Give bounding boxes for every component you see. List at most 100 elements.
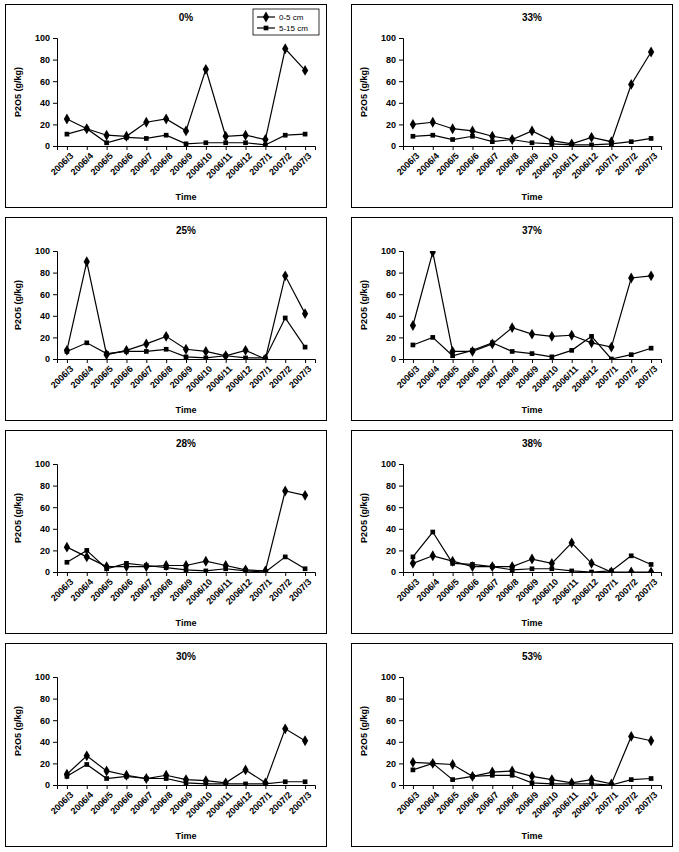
x-tick-mark <box>472 146 473 150</box>
y-tick: 40 <box>40 98 57 108</box>
marker <box>411 768 416 773</box>
y-tick: 60 <box>386 290 403 300</box>
marker <box>184 141 189 146</box>
y-axis: 020406080100 <box>381 459 404 577</box>
x-axis-title: Time <box>176 831 197 841</box>
marker <box>609 357 614 359</box>
marker <box>509 561 515 572</box>
marker <box>283 779 288 784</box>
x-tick-mark <box>492 359 493 363</box>
y-tick: 80 <box>386 694 403 704</box>
marker <box>143 338 149 349</box>
marker <box>303 779 308 784</box>
y-tick: 100 <box>381 246 403 256</box>
y-tick: 20 <box>386 546 403 556</box>
marker <box>449 123 455 134</box>
x-tick-mark <box>186 572 187 576</box>
marker <box>490 564 495 569</box>
x-tick: 2006/12 <box>570 572 600 607</box>
marker <box>430 335 435 340</box>
y-tick-label: 40 <box>386 98 396 108</box>
marker <box>65 774 70 779</box>
marker <box>629 777 634 782</box>
marker <box>123 345 129 356</box>
y-tick-mark <box>399 572 403 573</box>
y-tick: 0 <box>391 780 403 790</box>
y-tick-label: 20 <box>40 546 50 556</box>
plot: 0204060801002006/32006/42006/52006/62006… <box>35 672 316 819</box>
plot: 0204060801002006/32006/42006/52006/62006… <box>381 459 662 606</box>
y-axis-title: P2O5 (g/kg) <box>359 493 369 543</box>
y-tick: 0 <box>45 780 57 790</box>
marker <box>608 136 614 146</box>
legend: 0-5 cm5-15 cm <box>253 9 319 35</box>
marker <box>529 554 535 565</box>
y-tick: 100 <box>35 459 57 469</box>
x-tick-mark <box>592 359 593 363</box>
marker <box>470 562 475 567</box>
y-tick-label: 60 <box>386 716 396 726</box>
y-tick-label: 80 <box>386 268 396 278</box>
x-tick: 2007/3 <box>287 572 314 603</box>
marker <box>430 530 435 535</box>
marker <box>490 340 495 345</box>
y-axis: 020406080100 <box>35 672 58 790</box>
y-tick: 100 <box>35 246 57 256</box>
x-tick-mark <box>492 785 493 789</box>
x-tick-mark <box>472 572 473 576</box>
marker <box>302 308 308 319</box>
x-tick-mark <box>265 146 266 150</box>
x-tick-mark <box>453 359 454 363</box>
marker <box>283 133 288 138</box>
y-tick: 20 <box>386 120 403 130</box>
y-tick: 0 <box>391 141 403 151</box>
x-tick: 2007/3 <box>633 572 660 603</box>
panel-frame <box>352 431 673 634</box>
marker <box>104 566 109 571</box>
marker <box>223 782 228 785</box>
marks <box>410 530 654 572</box>
marker <box>282 486 288 497</box>
y-tick-label: 20 <box>40 759 50 769</box>
y-tick: 60 <box>386 716 403 726</box>
y-axis-line <box>399 465 404 573</box>
marker <box>510 349 515 354</box>
x-axis-line <box>404 573 662 577</box>
marker <box>529 771 535 782</box>
y-tick-mark <box>399 785 403 786</box>
marks <box>64 486 308 572</box>
marker <box>450 561 455 566</box>
marker <box>183 774 189 785</box>
y-tick-mark <box>53 507 57 508</box>
panel-frame <box>6 431 327 634</box>
marker <box>609 569 614 572</box>
y-tick-mark <box>53 699 57 700</box>
x-tick-mark <box>146 572 147 576</box>
marker <box>282 723 288 734</box>
marks <box>410 731 654 785</box>
marker <box>64 345 70 356</box>
marker <box>283 555 288 560</box>
marker <box>203 556 209 567</box>
series-line <box>67 318 305 358</box>
marker <box>65 132 70 137</box>
x-tick-mark <box>413 359 414 363</box>
x-tick-mark <box>285 572 286 576</box>
y-tick-mark <box>53 550 57 551</box>
y-tick-mark <box>399 359 403 360</box>
x-tick-mark <box>611 359 612 363</box>
x-tick-label: 2006/12 <box>224 151 254 181</box>
marker <box>242 345 248 356</box>
y-tick-mark <box>53 124 57 125</box>
x-tick-mark <box>126 146 127 150</box>
y-tick-label: 80 <box>386 694 396 704</box>
legend-label: 5-15 cm <box>279 24 308 33</box>
y-tick-label: 0 <box>45 567 50 577</box>
panel: 0204060801002006/32006/42006/52006/62006… <box>6 5 327 208</box>
x-tick-mark <box>611 146 612 150</box>
marker <box>430 133 435 138</box>
y-tick: 20 <box>40 120 57 130</box>
figure: 0204060801002006/32006/42006/52006/62006… <box>0 0 679 852</box>
x-axis-title: Time <box>522 618 543 628</box>
y-tick: 60 <box>40 503 57 513</box>
